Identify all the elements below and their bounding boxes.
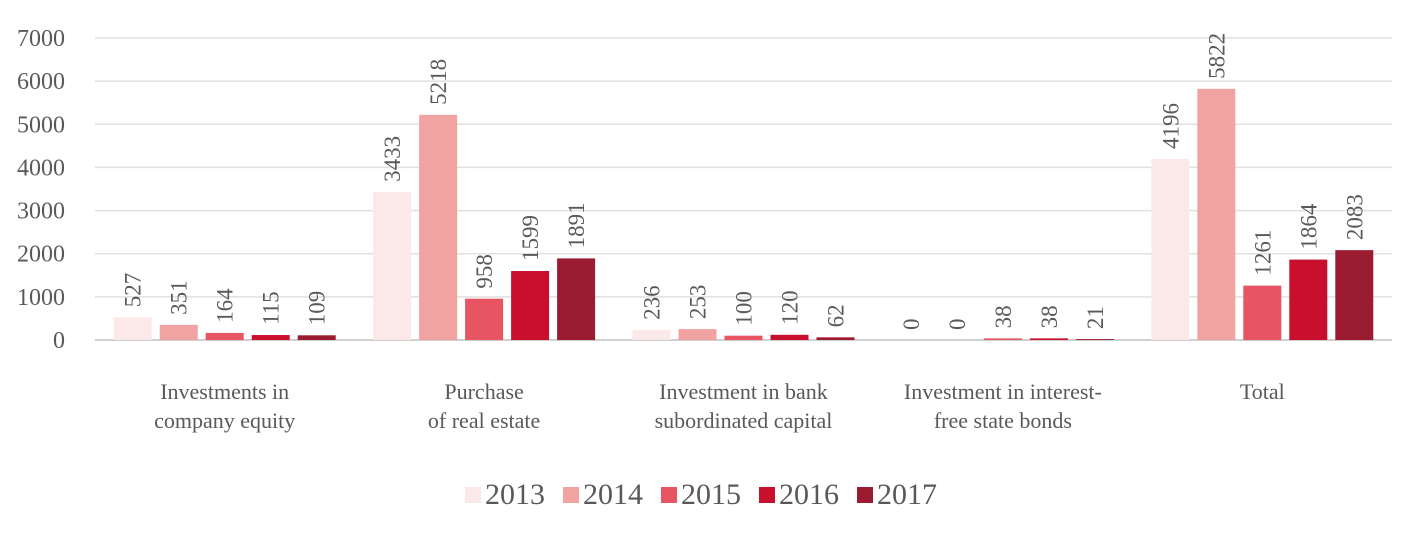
value-label: 236 [640, 285, 665, 320]
legend-item: 2015 [661, 478, 741, 512]
x-tick-label: Investment in bank subordinated capital [654, 379, 833, 433]
value-label: 5822 [1204, 33, 1229, 79]
bar [297, 335, 336, 340]
bar [113, 317, 152, 340]
bar [632, 329, 671, 340]
legend-label: 2015 [681, 478, 741, 511]
bar [159, 324, 198, 340]
y-tick-label: 6000 [17, 69, 65, 95]
y-tick-label: 3000 [17, 199, 65, 225]
legend: 2013 2014 2015 2016 2017 [0, 478, 1402, 512]
value-label: 2083 [1342, 194, 1367, 240]
value-label: 0 [899, 319, 924, 331]
legend-swatch [563, 487, 579, 503]
value-label: 109 [305, 291, 330, 326]
bar [557, 258, 596, 340]
value-label: 100 [732, 291, 757, 326]
x-tick-label: Total [1239, 379, 1285, 404]
bar [724, 335, 763, 340]
value-label: 527 [121, 273, 146, 308]
bar [1289, 259, 1328, 340]
x-tick-label: Investment in interest- free state bonds [903, 379, 1102, 433]
legend-label: 2013 [485, 478, 545, 511]
y-tick-label: 2000 [17, 242, 65, 268]
bar [251, 335, 290, 340]
bar [205, 332, 244, 340]
value-label: 4196 [1158, 103, 1183, 149]
y-tick-label: 5000 [17, 112, 65, 138]
legend-swatch [857, 487, 873, 503]
bar [1151, 158, 1190, 340]
value-label: 115 [259, 291, 284, 325]
bar [1335, 250, 1374, 340]
value-label: 38 [1037, 305, 1062, 328]
bar [1197, 88, 1236, 340]
y-tick-label: 7000 [17, 26, 65, 52]
value-label: 253 [686, 285, 711, 320]
x-tick-label: Investments in company equity [154, 379, 296, 433]
value-label: 0 [945, 319, 970, 331]
legend-item: 2017 [857, 478, 937, 512]
y-tick-label: 4000 [17, 155, 65, 181]
value-label: 1599 [518, 215, 543, 261]
bar [770, 334, 809, 340]
bar [419, 114, 458, 340]
legend-label: 2014 [583, 478, 643, 511]
legend-swatch [661, 487, 677, 503]
bar [983, 338, 1022, 340]
value-label: 351 [167, 280, 192, 315]
legend-label: 2016 [779, 478, 839, 511]
bar [1243, 285, 1282, 340]
value-label: 120 [778, 290, 803, 325]
legend-swatch [465, 487, 481, 503]
value-label: 1864 [1296, 203, 1321, 250]
bar [511, 271, 550, 340]
legend-item: 2013 [465, 478, 545, 512]
value-label: 38 [991, 305, 1016, 328]
value-label: 164 [213, 288, 238, 323]
y-tick-label: 0 [53, 328, 65, 354]
value-label: 1261 [1250, 230, 1275, 276]
legend-item: 2016 [759, 478, 839, 512]
bar [816, 337, 855, 340]
value-label: 5218 [426, 59, 451, 105]
x-tick-label: Purchase of real estate [427, 379, 541, 433]
value-label: 21 [1083, 306, 1108, 329]
value-label: 1891 [564, 202, 589, 248]
bar [678, 329, 717, 340]
legend-item: 2014 [563, 478, 643, 512]
value-label: 3433 [380, 136, 405, 182]
bar [1075, 339, 1114, 340]
bar [465, 298, 504, 340]
bar [373, 191, 412, 340]
bar [1029, 338, 1068, 340]
value-label: 958 [472, 254, 497, 289]
legend-label: 2017 [877, 478, 937, 511]
value-label: 62 [824, 304, 849, 327]
y-tick-label: 1000 [17, 285, 65, 311]
legend-swatch [759, 487, 775, 503]
